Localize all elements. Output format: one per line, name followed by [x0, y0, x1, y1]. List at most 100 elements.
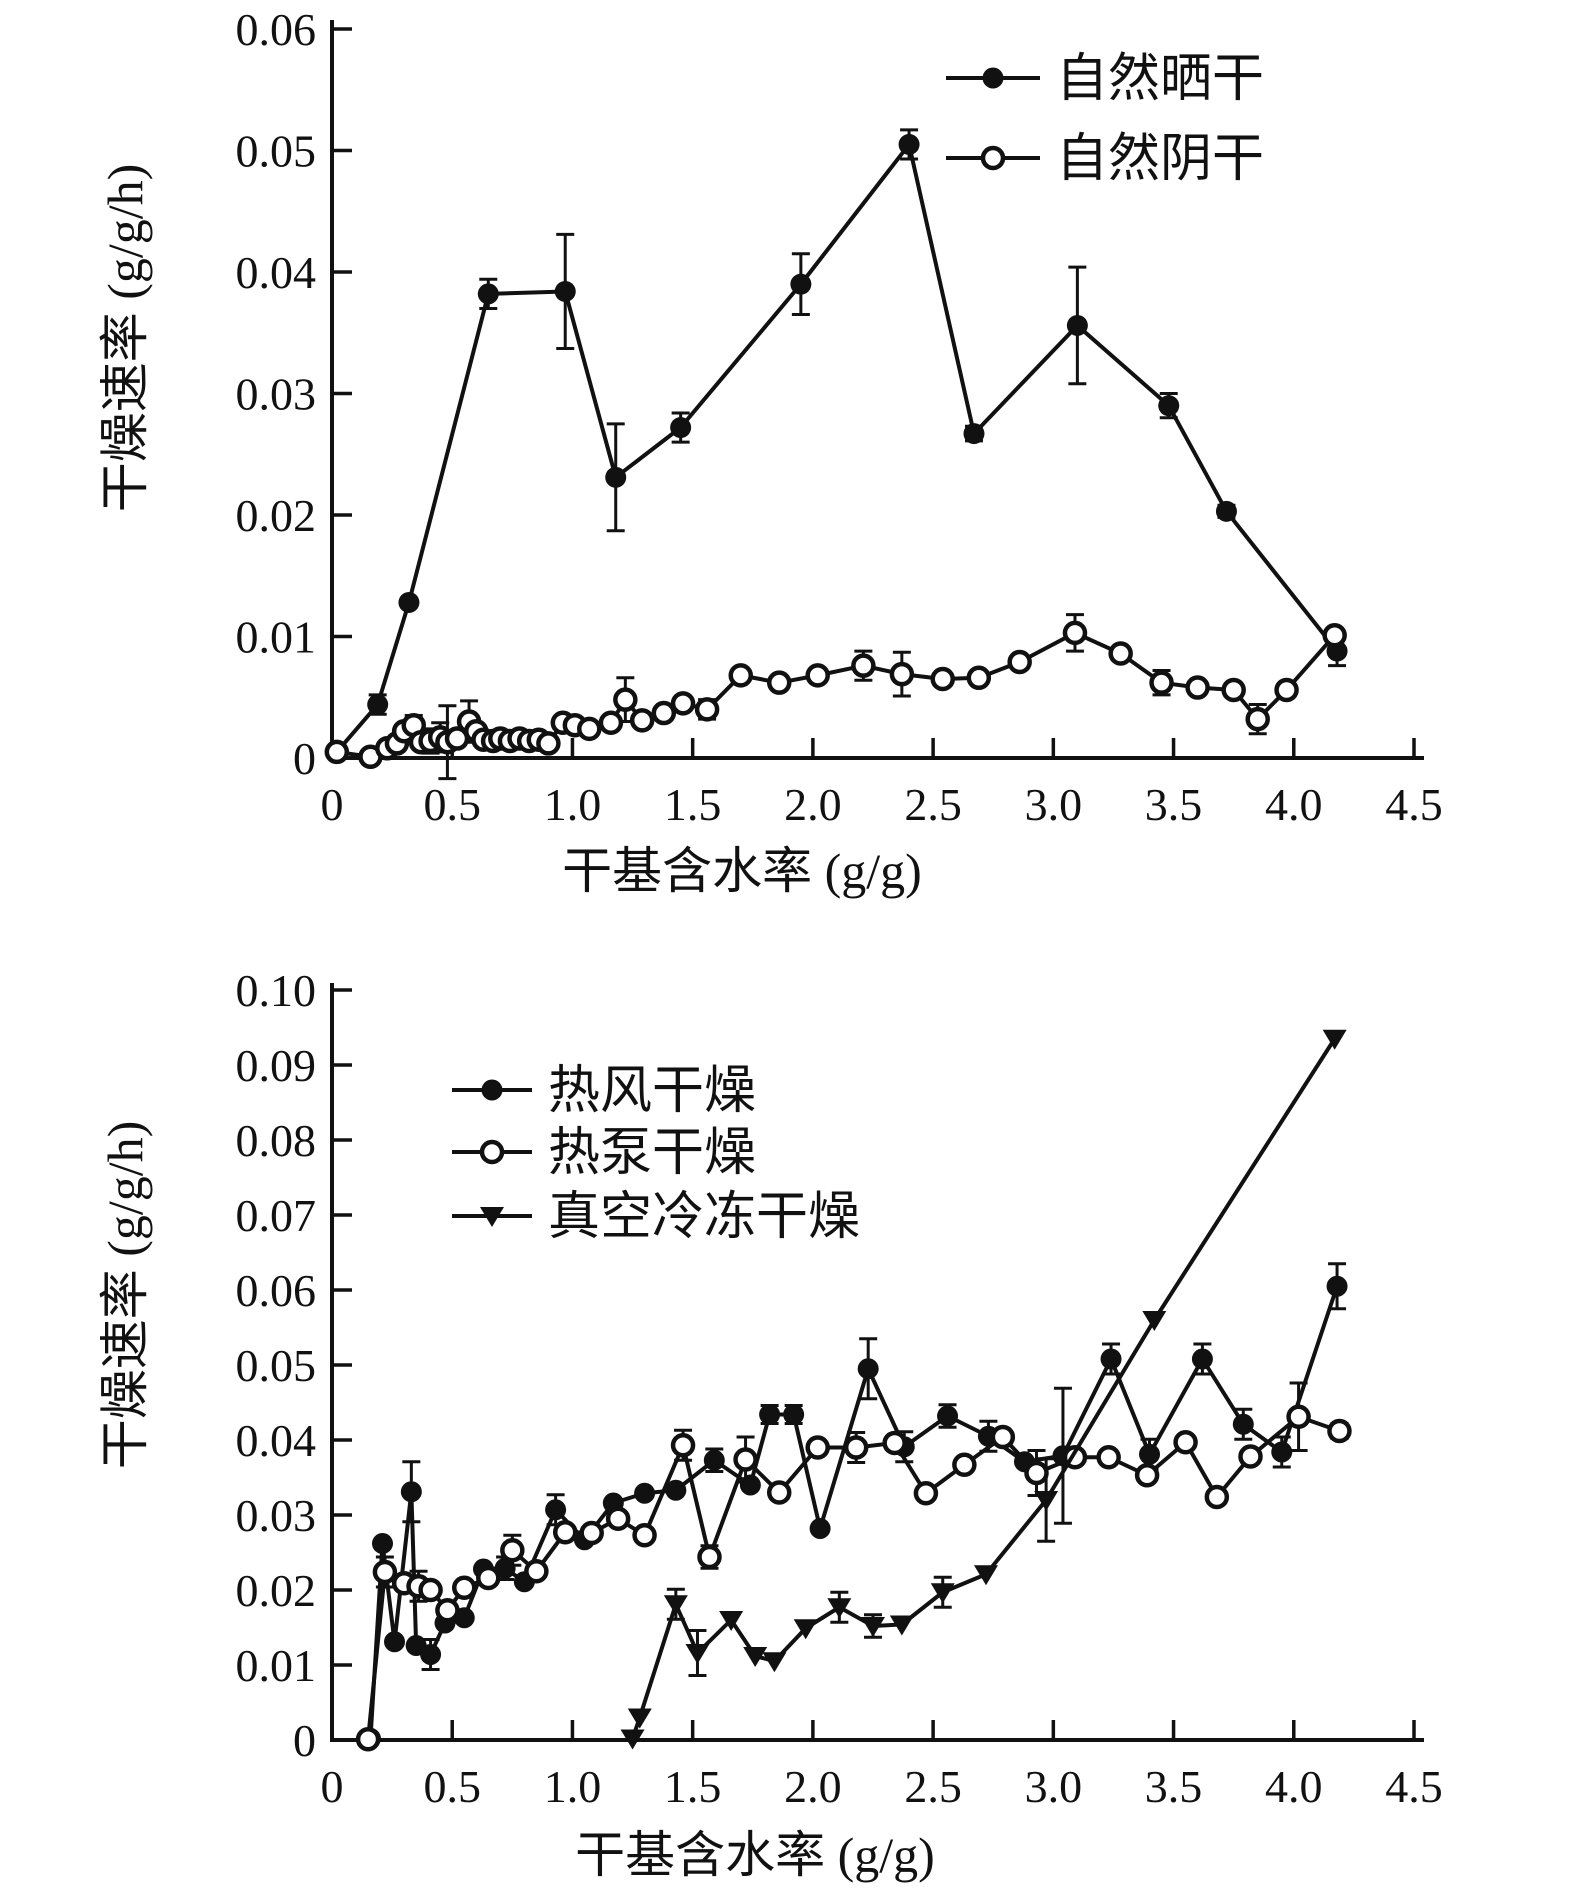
open-circle-marker	[843, 1435, 869, 1460]
open-circle-marker	[1024, 1460, 1049, 1486]
legend-item-0: 自然晒干	[946, 51, 1264, 108]
open-circle-marker	[805, 1435, 830, 1460]
y-tick-label: 0.01	[236, 1640, 317, 1691]
series-line	[335, 142, 1339, 754]
open-circle-marker	[579, 1520, 604, 1546]
open-circle-marker	[1322, 623, 1347, 648]
open-circle-marker	[966, 665, 992, 691]
triangle-down-marker	[827, 1598, 852, 1619]
filled-circle-marker	[398, 591, 420, 613]
x-axis-title: 干基含水率 (g/g)	[575, 1827, 935, 1883]
open-circle-marker	[629, 708, 655, 733]
open-circle-marker	[451, 1575, 477, 1600]
filled-circle-marker	[809, 1518, 831, 1539]
open-circle-marker	[851, 653, 876, 678]
filled-circle-marker	[703, 1449, 725, 1471]
open-circle-marker	[1245, 706, 1270, 732]
y-tick-label: 0.08	[236, 1115, 317, 1166]
filled-circle-marker	[481, 1079, 503, 1101]
open-circle-marker	[1274, 677, 1299, 703]
x-tick-label: 4.0	[1265, 1761, 1323, 1812]
x-tick-label: 2.0	[784, 779, 842, 830]
y-tick-label: 0.04	[236, 1415, 317, 1466]
open-circle-marker	[728, 663, 754, 688]
filled-circle-marker	[384, 1631, 406, 1653]
open-circle-marker	[418, 1577, 443, 1603]
open-circle-marker	[766, 670, 792, 695]
filled-circle-marker	[420, 1644, 442, 1665]
filled-circle-marker	[1066, 314, 1088, 336]
legend-item-1: 自然阴干	[946, 131, 1264, 188]
triangle-down-marker	[620, 1729, 645, 1750]
triangle-down-marker	[1322, 1029, 1347, 1050]
x-tick-label: 0	[321, 1761, 344, 1812]
y-tick-label: 0.06	[236, 1265, 317, 1316]
open-circle-marker	[1096, 1445, 1121, 1470]
triangle-down-marker	[1142, 1311, 1167, 1331]
bottom-drying-rate-chart: 0 0.5 1.0 1.5 2.0 2.5 3.0 3.5 4.0 4.5 0 0.01 0.02 0.0…	[97, 965, 1443, 1883]
error-bars	[402, 1262, 1347, 1671]
legend-label: 自然晒干	[1056, 51, 1264, 108]
filled-circle-marker	[1232, 1413, 1254, 1435]
filled-circle-marker	[963, 423, 985, 445]
filled-circle-marker	[790, 273, 812, 295]
y-tick-label: 0.02	[236, 1565, 317, 1616]
triangle-down-marker	[719, 1611, 744, 1631]
axes	[330, 983, 1424, 1742]
filled-circle-marker	[739, 1474, 761, 1496]
open-circle-marker	[479, 1139, 505, 1165]
open-circle-marker	[1221, 677, 1246, 703]
series-line	[368, 1285, 1339, 1739]
ticks	[332, 988, 1416, 1740]
triangle-down-marker	[1034, 1491, 1059, 1511]
triangle-down-marker	[974, 1565, 999, 1586]
open-circle-marker	[536, 731, 561, 756]
filled-circle-marker	[371, 1533, 393, 1554]
open-circle-marker	[882, 1430, 907, 1456]
legend-label: 热泵干燥	[548, 1125, 756, 1182]
filled-circle-marker	[1139, 1443, 1161, 1465]
x-tick-label: 0.5	[423, 779, 481, 830]
triangle-down-marker	[861, 1617, 885, 1637]
x-tick-label: 3.0	[1025, 779, 1083, 830]
open-circle-marker	[733, 1447, 758, 1472]
series-line	[630, 1037, 1337, 1740]
y-axis-title: 干燥速率 (g/g/h)	[97, 164, 153, 513]
x-tick-label: 3.5	[1145, 1761, 1203, 1812]
open-circle-marker	[476, 1565, 501, 1591]
open-circle-marker	[889, 661, 915, 687]
open-circle-marker	[766, 1480, 792, 1505]
open-circle-marker	[670, 691, 696, 716]
x-tick-label: 1.5	[664, 779, 722, 830]
open-circle-marker	[577, 716, 602, 742]
filled-circle-marker	[857, 1358, 879, 1380]
filled-circle-marker	[554, 280, 576, 302]
filled-circle-marker	[937, 1405, 959, 1427]
filled-circle-marker	[545, 1499, 567, 1521]
open-circle-marker	[324, 739, 350, 765]
triangle-down-marker	[762, 1652, 787, 1673]
legend-label: 真空冷冻干燥	[548, 1189, 860, 1246]
filled-circle-marker	[605, 466, 627, 488]
legend-label: 热风干燥	[548, 1063, 756, 1120]
open-circle-marker	[605, 1506, 631, 1531]
y-axis-title: 干燥速率 (g/g/h)	[97, 1121, 153, 1470]
y-tick-label: 0.09	[236, 1040, 317, 1091]
x-tick-label: 2.5	[904, 1761, 962, 1812]
open-circle-marker	[435, 1598, 460, 1623]
filled-circle-marker	[898, 133, 920, 155]
y-tick-label: 0.03	[236, 1490, 317, 1541]
y-tick-label: 0.10	[236, 965, 317, 1016]
filled-circle-marker	[759, 1404, 781, 1425]
filled-circle-marker	[1158, 395, 1180, 417]
filled-circle-marker	[665, 1479, 687, 1501]
triangle-down-marker	[889, 1615, 914, 1636]
open-circle-marker	[598, 710, 624, 736]
filled-circle-marker	[670, 417, 692, 439]
filled-circle-marker	[1100, 1348, 1122, 1370]
y-tick-label: 0	[293, 733, 316, 784]
legend-item-1: 热泵干燥	[452, 1125, 756, 1182]
open-circle-marker	[500, 1538, 525, 1563]
